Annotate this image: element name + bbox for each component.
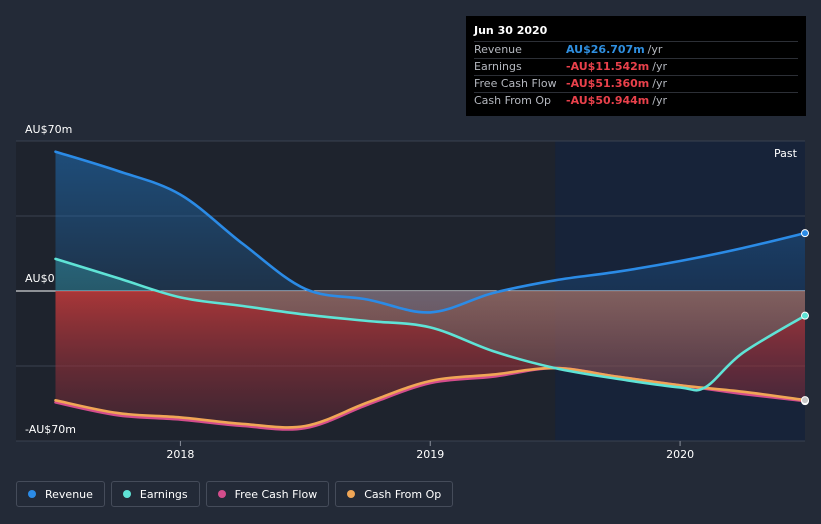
legend-item-cash-from-op[interactable]: Cash From Op — [335, 481, 454, 507]
cash-from-op-line — [54, 366, 807, 429]
y-axis-top-label: AU$70m — [25, 123, 73, 136]
tooltip-row-cash-from-op: Cash From Op -AU$50.944m/yr — [474, 92, 798, 109]
tooltip-row-label: Cash From Op — [474, 94, 552, 107]
tooltip-row-free-cash-flow: Free Cash Flow -AU$51.360m/yr — [474, 75, 798, 92]
legend-item-revenue[interactable]: Revenue — [16, 481, 105, 507]
tooltip-row-earnings: Earnings -AU$11.542m/yr — [474, 58, 798, 75]
tooltip-row-value: -AU$51.360m — [566, 77, 650, 90]
series-lines — [54, 150, 807, 431]
tooltip-row-unit: /yr — [652, 94, 667, 107]
legend-item-label: Cash From Op — [364, 487, 442, 501]
y-axis-zero-label: AU$0 — [25, 272, 55, 285]
tooltip-row-value: AU$26.707m — [566, 43, 645, 56]
cash-from-op-end-marker — [801, 396, 809, 405]
legend-dot-icon — [122, 490, 131, 498]
tooltip-row-label: Revenue — [474, 43, 522, 56]
legend-dot-icon — [28, 490, 36, 498]
x-tick-label-2018: 2018 — [166, 448, 194, 461]
tooltip-row-unit: /yr — [652, 60, 667, 73]
legend-dot-icon — [347, 490, 356, 498]
earnings-end-marker — [801, 311, 809, 320]
series-areas — [55, 151, 805, 428]
series-end-markers — [801, 229, 809, 406]
tooltip-row-revenue: Revenue AU$26.707m/yr — [474, 41, 798, 58]
legend-item-earnings[interactable]: Earnings — [110, 481, 200, 507]
legend-item-label: Free Cash Flow — [234, 487, 318, 501]
tooltip: Jun 30 2020 Revenue AU$26.707m/yr Earnings… — [466, 16, 806, 116]
tooltip-date: Jun 30 2020 — [474, 24, 548, 37]
legend: Revenue Earnings Free Cash Flow Cash From O… — [16, 481, 454, 507]
x-tick-label-2020: 2020 — [666, 448, 694, 461]
x-axis-ticks: 2018 2019 2020 — [166, 441, 694, 461]
tooltip-row-label: Earnings — [474, 60, 522, 73]
past-label: Past — [774, 147, 797, 160]
tooltip-row-value: -AU$11.542m — [566, 60, 650, 73]
x-tick-label-2019: 2019 — [416, 448, 444, 461]
y-axis-bottom-label: -AU$70m — [25, 423, 77, 436]
legend-item-free-cash-flow[interactable]: Free Cash Flow — [205, 481, 330, 507]
revenue-line — [54, 150, 807, 314]
legend-item-label: Earnings — [139, 487, 188, 501]
tooltip-row-value: -AU$50.944m — [566, 94, 650, 107]
legend-dot-icon — [217, 490, 226, 498]
tooltip-row-label: Free Cash Flow — [474, 77, 557, 90]
tooltip-row-unit: /yr — [652, 77, 667, 90]
revenue-end-marker — [801, 229, 809, 238]
legend-item-label: Revenue — [45, 487, 93, 501]
earnings-line — [54, 257, 807, 392]
tooltip-row-unit: /yr — [647, 43, 663, 56]
earnings-area — [55, 258, 805, 391]
